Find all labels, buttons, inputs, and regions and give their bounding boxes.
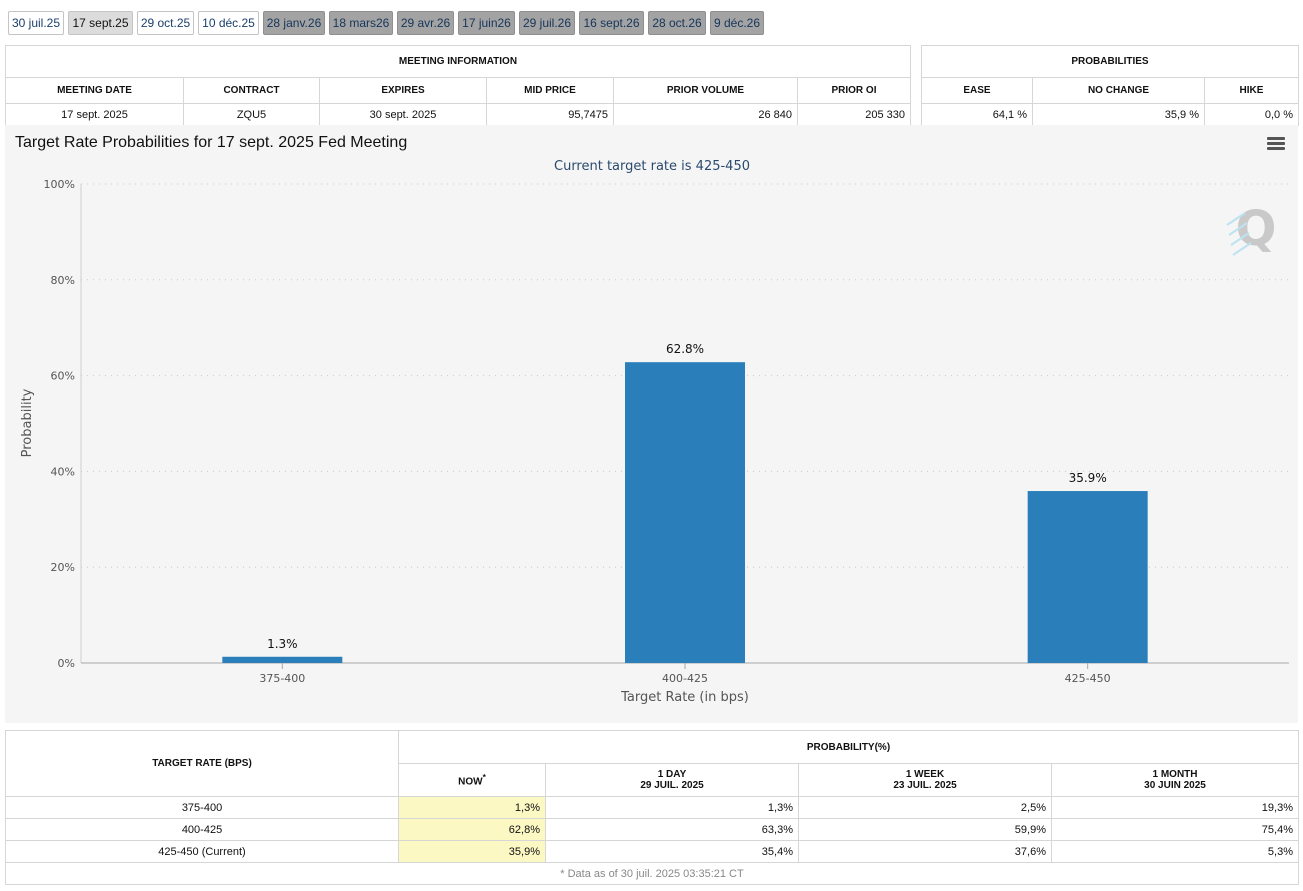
tab-30-jul-25[interactable]: 30 juil.25: [8, 11, 64, 35]
data-timestamp-note: * Data as of 30 juil. 2025 03:35:21 CT: [5, 862, 1299, 885]
data-label: 1.3%: [267, 637, 298, 651]
bar-400-425[interactable]: [625, 362, 745, 663]
tab-18-mar-26[interactable]: 18 mars26: [329, 11, 393, 35]
meeting-date-value: 17 sept. 2025: [5, 103, 184, 126]
table-row: 425-450 (Current) 35,9% 35,4% 37,6% 5,3%: [5, 840, 1299, 863]
header-1-day: 1 DAY 29 JUIL. 2025: [545, 763, 799, 797]
header-hike: HIKE: [1204, 77, 1299, 104]
ease-value: 64,1 %: [921, 103, 1033, 126]
bar-375-400[interactable]: [222, 656, 343, 663]
header-mid-price: MID PRICE: [486, 77, 614, 104]
y-tick-label: 60%: [51, 370, 75, 383]
y-axis-label: Probability: [20, 388, 35, 457]
bar-425-450[interactable]: [1027, 491, 1148, 663]
y-tick-label: 80%: [51, 274, 75, 287]
header-1-month: 1 MONTH 30 JUIN 2025: [1051, 763, 1299, 797]
tab-28-jan-26[interactable]: 28 janv.26: [263, 11, 325, 35]
day-cell: 1,3%: [545, 796, 799, 819]
target-rate-chart: Target Rate Probabilities for 17 sept. 2…: [5, 125, 1298, 723]
table-row: 400-425 62,8% 63,3% 59,9% 75,4%: [5, 818, 1299, 841]
day-cell: 35,4%: [545, 840, 799, 863]
now-cell: 35,9%: [398, 840, 546, 863]
probability-history-table: TARGET RATE (BPS) PROBABILITY(%) NOW* 1 …: [5, 730, 1299, 885]
header-prior-oi: PRIOR OI: [797, 77, 911, 104]
header-1-week: 1 WEEK 23 JUIL. 2025: [798, 763, 1052, 797]
tab-29-apr-26[interactable]: 29 avr.26: [397, 11, 454, 35]
contract-value: ZQU5: [183, 103, 320, 126]
data-label: 35.9%: [1069, 471, 1107, 485]
y-tick-label: 100%: [44, 178, 75, 191]
header-prior-volume: PRIOR VOLUME: [613, 77, 798, 104]
probabilities-title: PROBABILITIES: [921, 45, 1299, 78]
tab-29-oct-25[interactable]: 29 oct.25: [137, 11, 194, 35]
table-row: 375-400 1,3% 1,3% 2,5% 19,3%: [5, 796, 1299, 819]
watermark-streaks: [1226, 212, 1252, 256]
y-tick-label: 40%: [51, 465, 75, 478]
tab-10-dec-25[interactable]: 10 déc.25: [198, 11, 259, 35]
x-tick-label: 375-400: [259, 672, 305, 685]
meeting-information-title: MEETING INFORMATION: [5, 45, 911, 78]
chart-title: Target Rate Probabilities for 17 sept. 2…: [15, 134, 407, 151]
y-tick-label: 20%: [51, 561, 75, 574]
hike-value: 0,0 %: [1204, 103, 1299, 126]
header-contract: CONTRACT: [183, 77, 320, 104]
week-cell: 59,9%: [798, 818, 1052, 841]
data-label: 62.8%: [666, 342, 704, 356]
mid-price-value: 95,7475: [486, 103, 614, 126]
header-meeting-date: MEETING DATE: [5, 77, 184, 104]
x-tick-label: 425-450: [1065, 672, 1111, 685]
probabilities-table: PROBABILITIES EASE NO CHANGE HIKE 64,1 %…: [921, 45, 1299, 126]
tab-16-sep-26[interactable]: 16 sept.26: [579, 11, 644, 35]
header-target-rate: TARGET RATE (BPS): [5, 730, 399, 797]
prior-volume-value: 26 840: [613, 103, 798, 126]
header-now: NOW*: [398, 763, 546, 797]
prior-oi-value: 205 330: [797, 103, 911, 126]
rate-cell: 375-400: [5, 796, 399, 819]
header-ease: EASE: [921, 77, 1033, 104]
month-cell: 19,3%: [1051, 796, 1299, 819]
now-cell: 62,8%: [398, 818, 546, 841]
header-no-change: NO CHANGE: [1032, 77, 1205, 104]
tab-29-jul-26[interactable]: 29 juil.26: [519, 11, 575, 35]
month-cell: 5,3%: [1051, 840, 1299, 863]
tab-17-jun-26[interactable]: 17 juin26: [458, 11, 515, 35]
tab-28-oct-26[interactable]: 28 oct.26: [648, 11, 706, 35]
chart-menu-icon[interactable]: [1267, 137, 1285, 151]
x-tick-label: 400-425: [662, 672, 708, 685]
header-probability: PROBABILITY(%): [398, 730, 1299, 764]
day-cell: 63,3%: [545, 818, 799, 841]
tab-17-sep-25[interactable]: 17 sept.25: [68, 11, 133, 35]
expires-value: 30 sept. 2025: [319, 103, 487, 126]
chart-subtitle: Current target rate is 425-450: [554, 159, 750, 174]
tab-9-dec-26[interactable]: 9 déc.26: [710, 11, 764, 35]
no-change-value: 35,9 %: [1032, 103, 1205, 126]
x-axis-label: Target Rate (in bps): [620, 690, 749, 705]
week-cell: 2,5%: [798, 796, 1052, 819]
month-cell: 75,4%: [1051, 818, 1299, 841]
rate-cell: 400-425: [5, 818, 399, 841]
meeting-information-table: MEETING INFORMATION MEETING DATE CONTRAC…: [5, 45, 911, 126]
header-expires: EXPIRES: [319, 77, 487, 104]
week-cell: 37,6%: [798, 840, 1052, 863]
rate-cell: 425-450 (Current): [5, 840, 399, 863]
y-tick-label: 0%: [58, 657, 75, 670]
chart-canvas: Target Rate Probabilities for 17 sept. 2…: [15, 134, 1289, 705]
now-cell: 1,3%: [398, 796, 546, 819]
